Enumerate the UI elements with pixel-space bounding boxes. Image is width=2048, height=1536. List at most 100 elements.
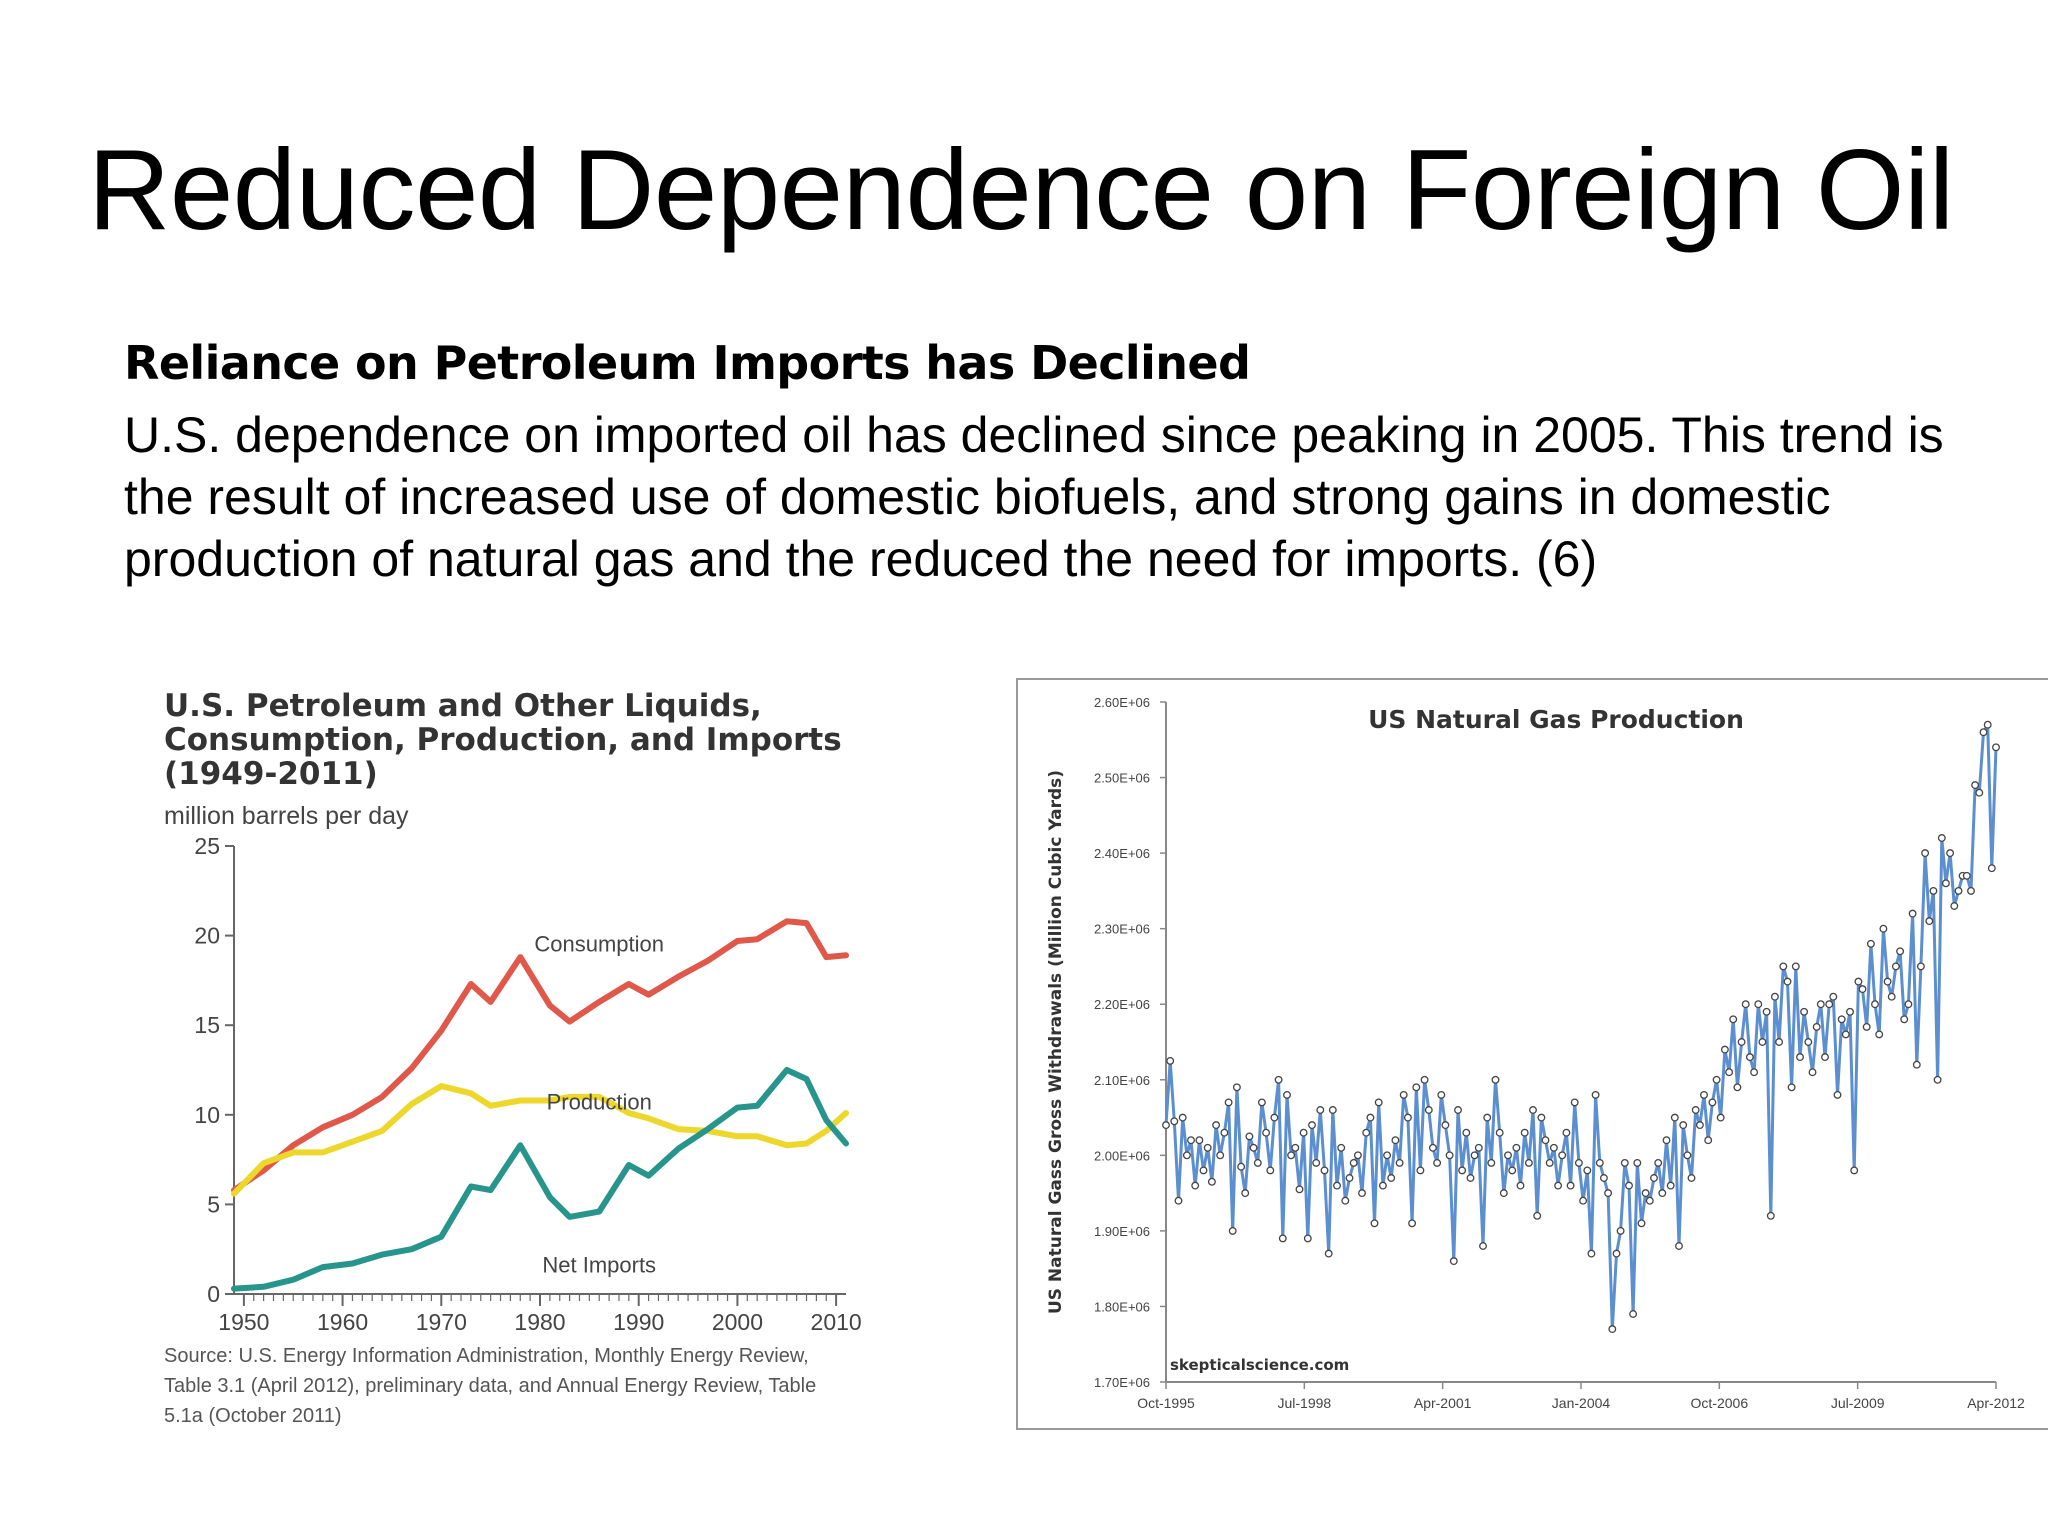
data-point (1174, 1196, 1183, 1205)
series-line-consumption (231, 918, 849, 1194)
data-point (1833, 1090, 1842, 1099)
data-point (1424, 1106, 1433, 1114)
data-point (1862, 1022, 1871, 1031)
data-point (1967, 886, 1975, 895)
series-line-gas (1164, 723, 1998, 1331)
data-point (1191, 1181, 1200, 1190)
source-note-line: 5.1a (October 2011) (164, 1405, 342, 1427)
data-point (1312, 1158, 1321, 1167)
series-label: Consumption (534, 932, 664, 957)
data-point (1645, 1196, 1654, 1205)
data-point (1579, 1196, 1588, 1205)
series-line-production (231, 1083, 849, 1197)
data-point (1195, 1136, 1204, 1145)
y-tick-label: 0 (207, 1281, 220, 1307)
data-point (1395, 1158, 1404, 1167)
data-point (1479, 1242, 1487, 1250)
chart-title-line: U.S. Petroleum and Other Liquids, (164, 688, 762, 724)
x-tick-label: Jan-2004 (1552, 1395, 1611, 1411)
x-tick-label: 1990 (613, 1309, 664, 1335)
watermark-text: skepticalscience.com (1170, 1356, 1349, 1374)
data-point (1495, 1128, 1504, 1137)
data-point (1220, 1128, 1229, 1137)
x-tick-label: Oct-1995 (1137, 1395, 1195, 1411)
data-point (1629, 1310, 1638, 1318)
data-point (1266, 1166, 1275, 1175)
data-point (1654, 1158, 1663, 1167)
data-point (1900, 1015, 1909, 1024)
data-point (1362, 1128, 1371, 1137)
source-note-line: Table 3.1 (April 2012), preliminary data… (164, 1375, 816, 1397)
data-point (1871, 1000, 1879, 1009)
data-point (1182, 1151, 1191, 1160)
data-point (1433, 1158, 1442, 1167)
data-point (1470, 1151, 1479, 1160)
data-point (1766, 1211, 1775, 1220)
data-point (1328, 1106, 1337, 1114)
source-note-line: Source: U.S. Energy Information Administ… (164, 1345, 809, 1367)
chart-frame (1016, 678, 2048, 1430)
data-point (1729, 1015, 1738, 1024)
data-point (1303, 1234, 1312, 1243)
y-tick-label: 1.80E+06 (1094, 1299, 1150, 1314)
chart-title-line: Consumption, Production, and Imports (164, 722, 842, 758)
x-tick-label: 1950 (218, 1309, 269, 1335)
data-point (1295, 1185, 1304, 1194)
data-point (1783, 977, 1792, 986)
data-point (1391, 1136, 1400, 1145)
data-point (1666, 1181, 1675, 1190)
data-point (1725, 1068, 1734, 1077)
data-point (1245, 1132, 1254, 1141)
data-point (1253, 1158, 1262, 1167)
slide-title: Reduced Dependence on Foreign Oil (88, 127, 1954, 254)
data-point (1687, 1174, 1696, 1182)
data-point (1287, 1151, 1296, 1160)
data-point (1241, 1189, 1250, 1198)
data-point (1462, 1128, 1471, 1137)
data-point (1508, 1166, 1517, 1175)
data-point (1299, 1128, 1308, 1137)
y-tick-label: 2.00E+06 (1094, 1148, 1150, 1163)
data-point (1858, 985, 1867, 994)
y-tick-label: 5 (207, 1191, 220, 1217)
data-point (1650, 1174, 1658, 1182)
data-point (1483, 1113, 1492, 1122)
series-label: Net Imports (542, 1252, 656, 1277)
data-point (1358, 1189, 1366, 1198)
data-point (1962, 871, 1971, 880)
data-point (1808, 1068, 1817, 1077)
data-point (1775, 1038, 1784, 1046)
data-point (1670, 1113, 1679, 1122)
data-point (1695, 1121, 1704, 1130)
data-point (1449, 1257, 1458, 1266)
data-point (1912, 1060, 1921, 1069)
data-point (1499, 1189, 1508, 1198)
y-axis-label: US Natural Gass Gross Withdrawals (Milli… (1046, 770, 1066, 1314)
data-point (1512, 1143, 1521, 1152)
data-point (1199, 1166, 1208, 1175)
data-point (1599, 1174, 1608, 1182)
data-point (1854, 977, 1863, 986)
data-point (1216, 1151, 1225, 1160)
data-point (1925, 917, 1934, 926)
data-point (1320, 1166, 1329, 1175)
data-point (1716, 1113, 1725, 1122)
data-point (1170, 1117, 1179, 1126)
data-point (1262, 1128, 1271, 1137)
data-point (1341, 1196, 1350, 1205)
data-point (1378, 1181, 1387, 1190)
y-tick-label: 2.50E+06 (1094, 771, 1150, 786)
data-point (1583, 1166, 1592, 1175)
data-point (1283, 1090, 1291, 1099)
data-point (1466, 1174, 1475, 1182)
x-tick-label: 2000 (712, 1309, 763, 1335)
data-point (1933, 1075, 1942, 1084)
y-tick-label: 1.70E+06 (1094, 1375, 1150, 1390)
data-point (1916, 962, 1925, 971)
data-point (1445, 1151, 1454, 1160)
data-point (1737, 1038, 1746, 1046)
x-tick-label: Jul-2009 (1831, 1395, 1885, 1411)
y-tick-label: 1.90E+06 (1094, 1224, 1150, 1239)
data-point (1633, 1158, 1642, 1167)
body-line: the result of increased use of domestic … (124, 469, 1831, 525)
